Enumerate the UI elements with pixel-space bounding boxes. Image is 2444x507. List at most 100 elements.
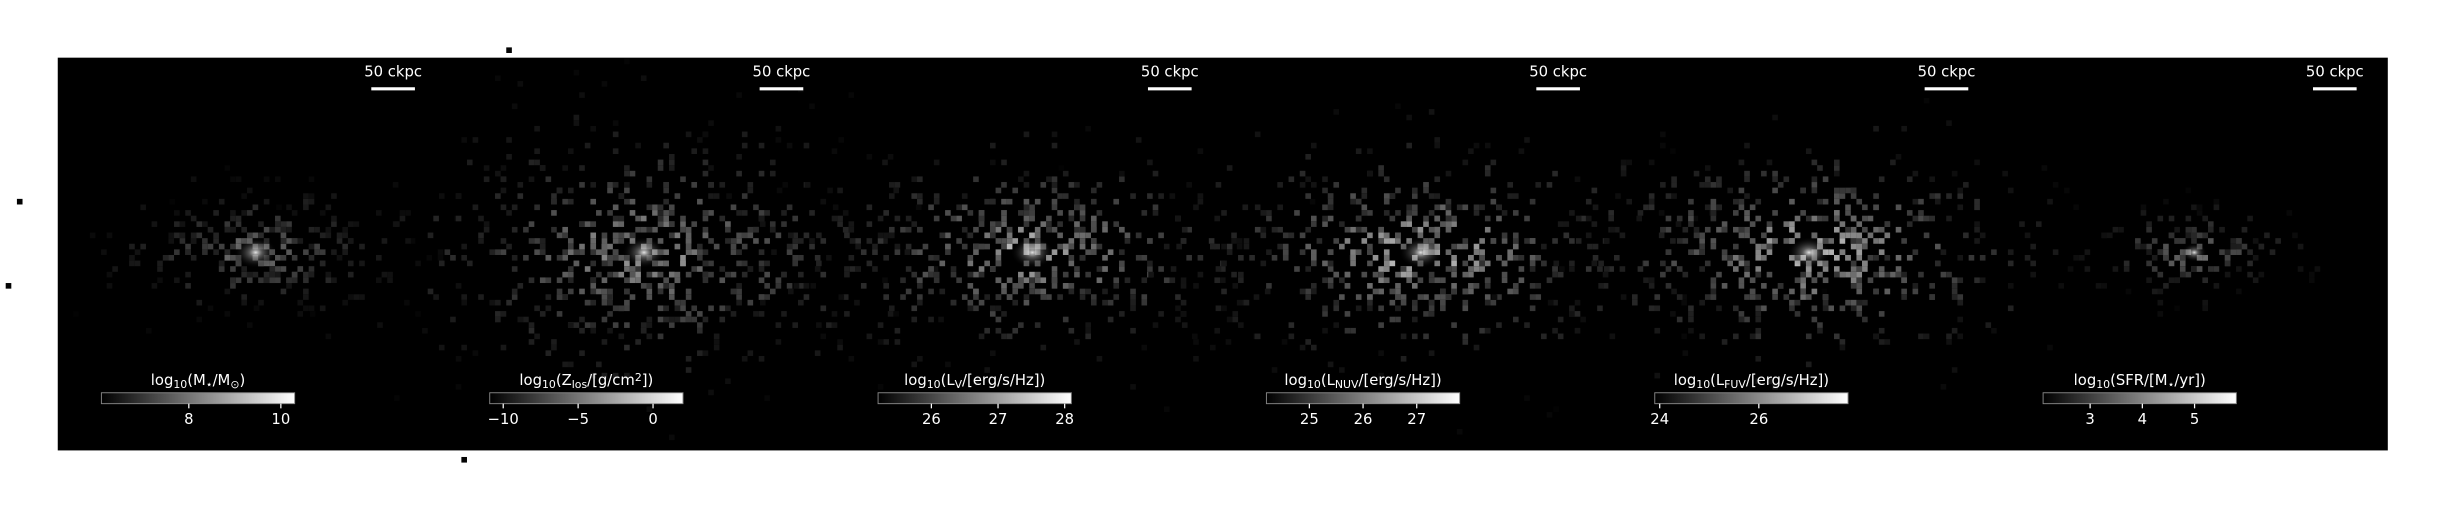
map-pixel [252,204,259,211]
map-pixel [1310,260,1317,267]
map-pixel [1068,182,1075,188]
map-pixel [792,322,799,328]
map-pixel [1839,187,1846,194]
map-pixel [877,322,884,328]
map-pixel [1912,249,1919,255]
map-pixel [1839,193,1846,199]
map-pixel [455,355,462,362]
map-pixel [1575,215,1582,222]
map-pixel [883,210,889,216]
map-pixel [579,92,585,98]
map-pixel [1051,266,1058,272]
map-pixel [1884,288,1891,295]
colorbar-label-part: V [955,378,963,391]
map-pixel [917,193,923,199]
map-pixel [1322,277,1328,284]
map-pixel [2168,232,2175,239]
map-pixel [618,221,625,227]
map-pixel [1029,232,1035,239]
map-pixel [933,271,940,278]
map-pixel [601,249,608,255]
map-pixel [1951,327,1958,334]
map-pixel [2135,243,2141,250]
map-pixel [224,165,231,171]
map-pixel [308,254,315,261]
map-pixel [506,243,512,250]
map-pixel [1305,294,1311,300]
map-pixel [624,277,630,284]
map-pixel [1524,395,1530,401]
map-pixel [1254,204,1261,211]
map-pixel [1822,299,1829,306]
map-pixel [657,165,664,171]
map-pixel [534,148,540,154]
map-pixel [1322,204,1328,211]
map-pixel [314,249,320,255]
map-pixel [1214,277,1221,284]
map-pixel [1585,215,1592,222]
map-pixel [668,153,675,160]
map-pixel [646,283,653,289]
map-pixel [1963,232,1969,239]
map-pixel [1451,283,1457,289]
map-pixel [888,305,895,312]
map-pixel [837,344,843,351]
map-pixel [461,243,467,250]
map-pixel [2207,221,2214,227]
map-pixel [2185,187,2192,194]
map-pixel [567,198,574,205]
map-pixel [1305,153,1311,160]
map-pixel [2146,221,2152,227]
map-pixel [758,355,765,362]
map-pixel [1327,249,1334,255]
map-pixel [1856,299,1863,306]
map-pixel [1333,109,1340,115]
map-pixel [1912,198,1919,205]
map-pixel [697,266,703,272]
map-pixel [803,232,810,239]
map-pixel [1018,210,1024,216]
map-pixel [1507,254,1513,261]
map-pixel [235,221,242,227]
map-pixel [1215,305,1222,312]
map-pixel [1749,221,1756,227]
map-pixel [556,288,563,295]
map-pixel [691,316,698,323]
map-pixel [747,187,754,194]
map-pixel [668,210,675,216]
map-pixel [1574,299,1581,306]
map-pixel [1884,221,1891,227]
map-pixel [736,294,742,300]
colorbar-tick-label: 28 [1055,411,1074,428]
map-pixel [1445,210,1452,216]
map-pixel [500,311,507,317]
map-pixel [826,254,832,261]
map-pixel [1800,271,1806,278]
map-pixel [1473,344,1480,351]
map-pixel [1552,170,1558,177]
map-pixel [1699,333,1705,340]
map-pixel [2047,344,2053,351]
map-pixel [1040,288,1047,295]
map-pixel [624,299,630,306]
map-pixel [230,226,236,233]
map-pixel [2052,249,2059,255]
map-pixel [1660,182,1666,188]
colorbar-label: log10(LNUV/[erg/s/Hz]) [1284,372,1441,391]
map-pixel [663,215,669,222]
map-pixel [241,266,247,272]
map-pixel [1929,215,1935,222]
map-pixel [1310,182,1317,188]
colorbar-label-part: log [1284,372,1307,389]
map-pixel [905,288,912,295]
map-pixel [545,277,552,284]
map-pixel [394,395,400,401]
map-pixel [1665,226,1672,233]
map-pixel [1755,198,1762,205]
map-pixel [218,243,225,250]
map-pixel [1518,266,1525,272]
map-pixel [1400,266,1407,272]
map-pixel [1361,187,1368,194]
map-pixel [1119,226,1125,233]
